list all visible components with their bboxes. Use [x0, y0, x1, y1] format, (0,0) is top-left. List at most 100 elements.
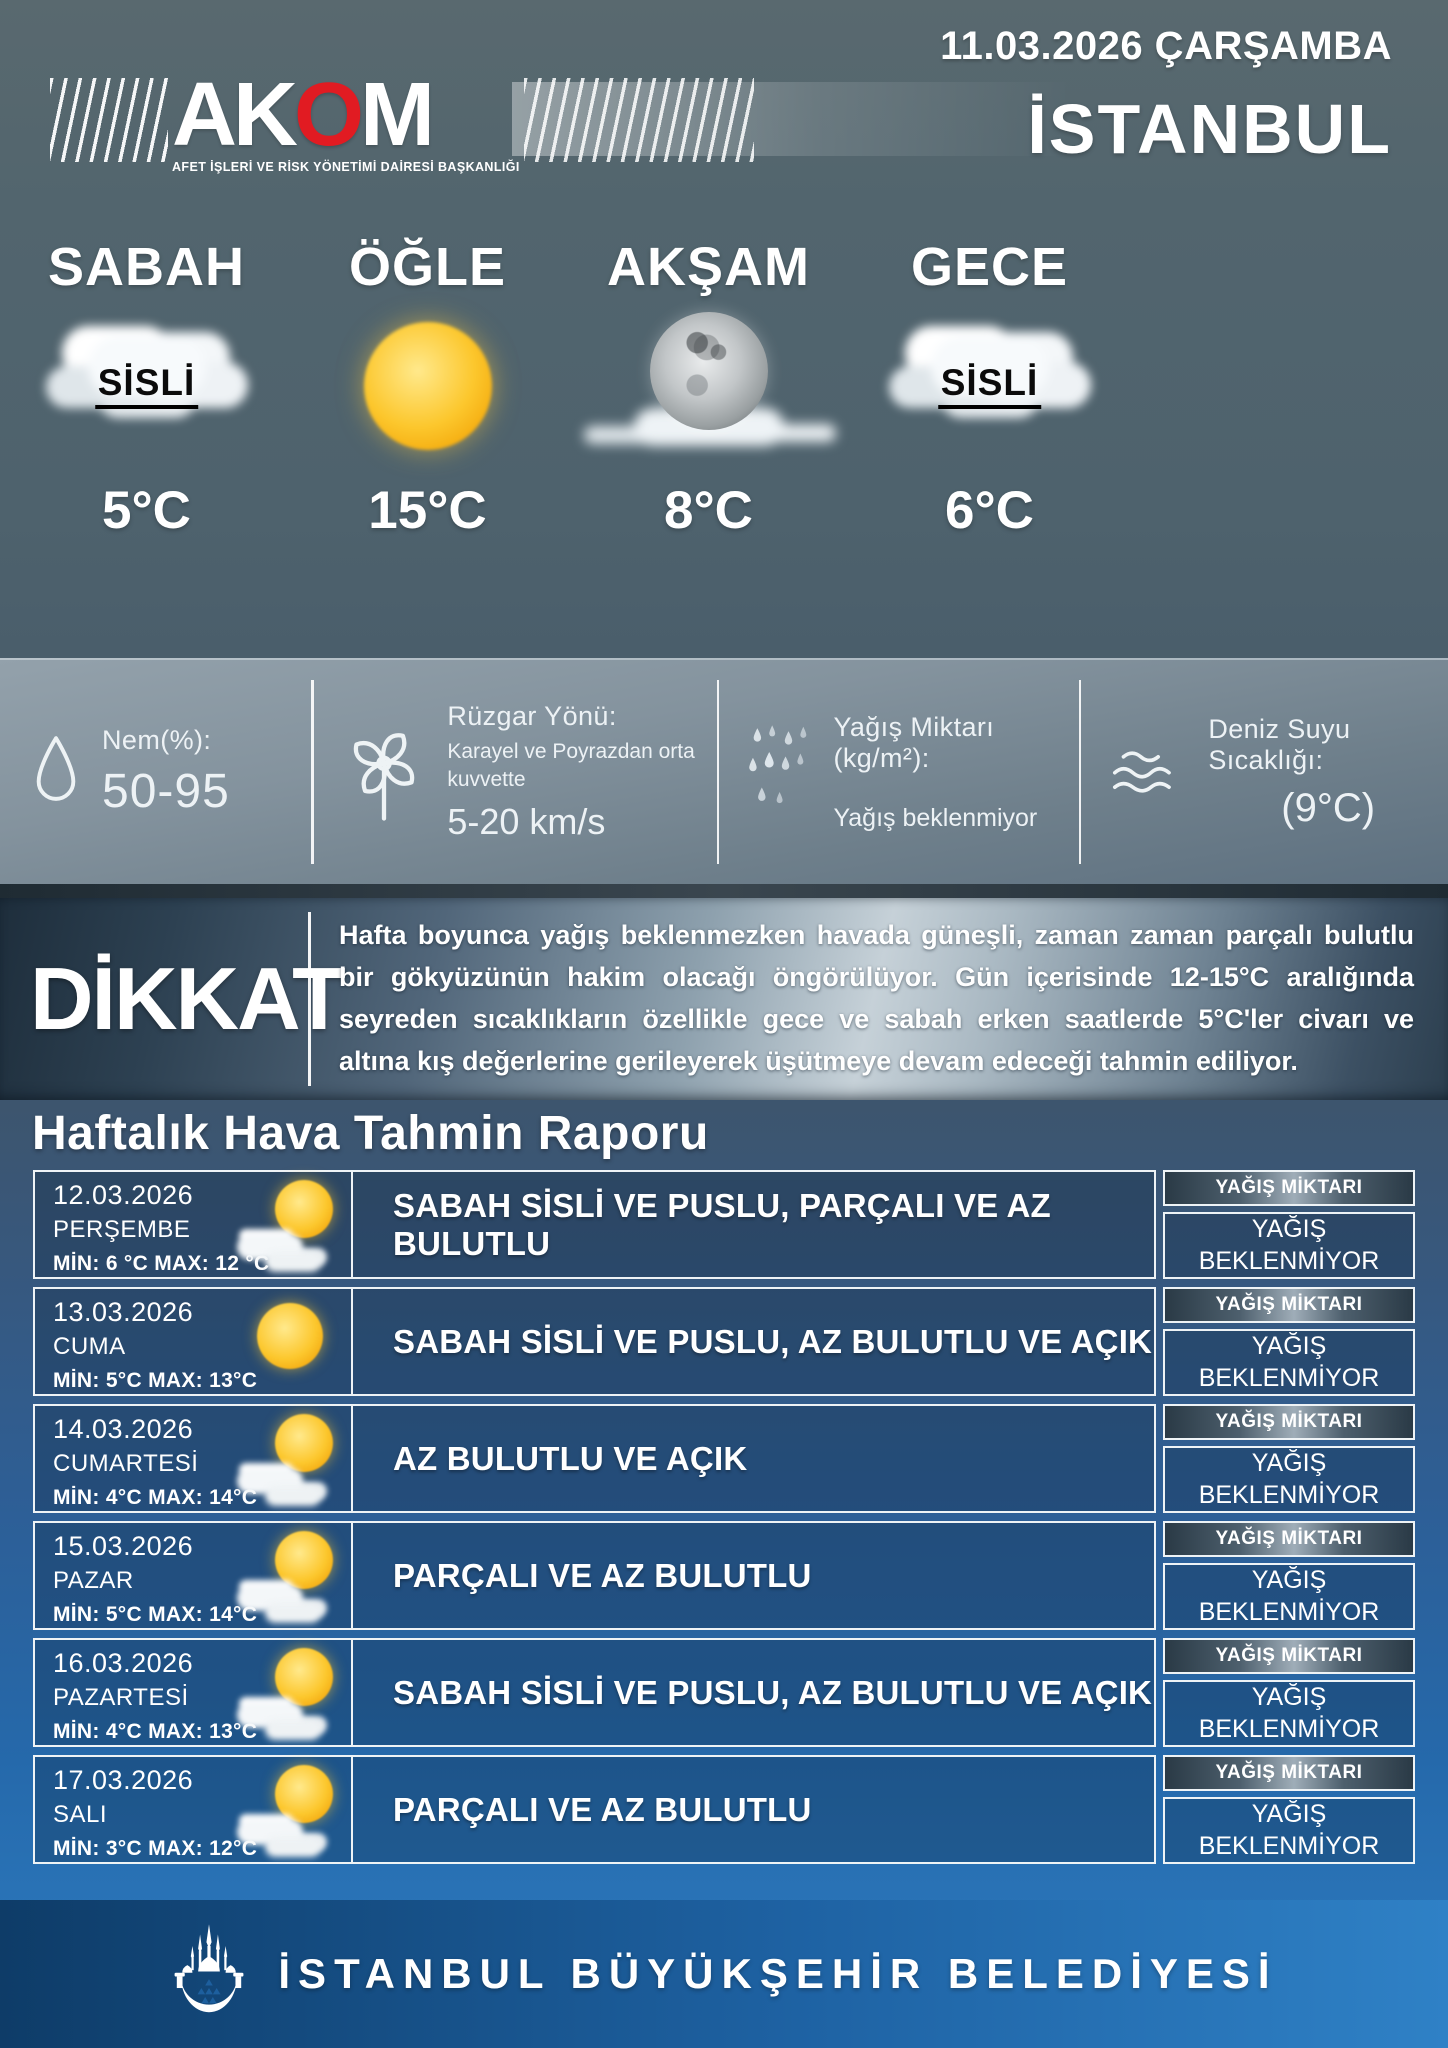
precip-header: YAĞIŞ MİKTARI [1163, 1755, 1415, 1791]
row-date: 16.03.2026 [53, 1648, 194, 1678]
date-cell: 12.03.2026 PERŞEMBE MİN: 6 °C MAX: 12 °C [35, 1172, 353, 1277]
precipitation-desc: Yağış beklenmiyor [833, 803, 1038, 832]
precip-value: YAĞIŞ BEKLENMİYOR [1163, 1212, 1415, 1279]
condition-label: SİSLİ [94, 362, 199, 409]
precip-cell: YAĞIŞ MİKTARI YAĞIŞ BEKLENMİYOR [1163, 1638, 1415, 1747]
forecast-main-cell: 12.03.2026 PERŞEMBE MİN: 6 °C MAX: 12 °C… [33, 1170, 1156, 1279]
precip-value: YAĞIŞ BEKLENMİYOR [1163, 1329, 1415, 1396]
forecast-cell: SABAH SİSLİ VE PUSLU, PARÇALI VE AZ BULU… [353, 1172, 1154, 1277]
alert-text: Hafta boyunca yağış beklenmezken havada … [339, 920, 1414, 1076]
humidity-label: Nem(%): [102, 725, 212, 755]
sun-icon [363, 322, 492, 450]
period-icon-area [568, 310, 849, 478]
period-label: GECE [910, 237, 1069, 297]
period-label: SABAH [47, 237, 245, 297]
date-cell: 16.03.2026 PAZARTESİ MİN: 4°C MAX: 13°C [35, 1640, 353, 1745]
row-minmax: MİN: 6 °C MAX: 12 °C [53, 1252, 270, 1275]
water-drop-icon [36, 736, 76, 801]
row-date: 17.03.2026 [53, 1765, 194, 1795]
forecast-cell: SABAH SİSLİ VE PUSLU, AZ BULUTLU VE AÇIK [353, 1640, 1154, 1745]
condition-label: SİSLİ [937, 362, 1042, 409]
period-temp: 5°C [102, 481, 191, 540]
wind-label: Rüzgar Yönü: [447, 701, 617, 732]
forecast-cell: PARÇALI VE AZ BULUTLU [353, 1523, 1154, 1628]
forecast-row: 14.03.2026 CUMARTESİ MİN: 4°C MAX: 14°C … [33, 1404, 1415, 1513]
precip-header: YAĞIŞ MİKTARI [1163, 1287, 1415, 1323]
wind-value: 5-20 km/s [447, 800, 606, 842]
row-date: 13.03.2026 [53, 1297, 194, 1327]
forecast-row: 15.03.2026 PAZAR MİN: 5°C MAX: 14°C PARÇ… [33, 1521, 1415, 1630]
forecast-text: AZ BULUTLU VE AÇIK [393, 1439, 748, 1477]
humidity-texts: Nem(%): 50-95 [102, 725, 230, 819]
fog-cloud-icon [930, 336, 1049, 398]
precip-cell: YAĞIŞ MİKTARI YAĞIŞ BEKLENMİYOR [1163, 1404, 1415, 1513]
precip-cell: YAĞIŞ MİKTARI YAĞIŞ BEKLENMİYOR [1163, 1521, 1415, 1630]
sea-temp-label: Deniz Suyu Sıcaklığı: [1208, 713, 1351, 775]
period-temp: 8°C [664, 481, 753, 540]
period-temp: 15°C [368, 481, 487, 540]
akom-logo-ak: AK [172, 65, 298, 165]
pinwheel-icon [354, 733, 415, 821]
weekly-report-title: Haftalık Hava Tahmin Raporu [32, 1107, 709, 1160]
precipitation-label: Yağış Miktarı (kg/m²): [833, 711, 995, 773]
precip-cell: YAĞIŞ MİKTARI YAĞIŞ BEKLENMİYOR [1163, 1170, 1415, 1279]
period-ogle: ÖĞLE 15°C [287, 208, 568, 658]
precip-value: YAĞIŞ BEKLENMİYOR [1163, 1446, 1415, 1513]
precipitation-metric: Yağış Miktarı (kg/m²): Yağış beklenmiyor [716, 660, 1079, 884]
row-day: PERŞEMBE [53, 1216, 191, 1243]
report-date: 11.03.2026 ÇARŞAMBA [940, 24, 1392, 68]
sun-cloud-icon [237, 1180, 341, 1274]
alert-title: DİKKAT [30, 949, 346, 1048]
weekly-forecast-table: 12.03.2026 PERŞEMBE MİN: 6 °C MAX: 12 °C… [0, 1160, 1448, 1864]
row-minmax: MİN: 4°C MAX: 13°C [53, 1720, 258, 1743]
row-date: 14.03.2026 [53, 1414, 194, 1444]
rain-drops-icon [748, 725, 807, 804]
row-date: 12.03.2026 [53, 1180, 194, 1210]
date-cell: 13.03.2026 CUMA MİN: 5°C MAX: 13°C [35, 1289, 353, 1394]
alert-band: DİKKAT Hafta boyunca yağış beklenmezken … [0, 898, 1448, 1100]
diagonal-stripes-right-decoration [524, 78, 754, 162]
row-day: SALI [53, 1801, 108, 1828]
wind-metric: Rüzgar Yönü: Karayel ve Poyrazdan orta k… [311, 660, 716, 884]
akom-logo-m: M [360, 65, 435, 165]
sea-temp-metric: Deniz Suyu Sıcaklığı: (9°C) [1078, 660, 1448, 884]
akom-logo: AKOM AFET İŞLERİ VE RİSK YÖNETİMİ DAİRES… [50, 70, 1072, 174]
row-minmax: MİN: 5°C MAX: 14°C [53, 1603, 258, 1626]
period-aksam: AKŞAM 8°C [568, 208, 849, 658]
organization-name: İSTANBUL BÜYÜKŞEHİR BELEDİYESİ [278, 1950, 1278, 1997]
akom-logo-o: O [294, 65, 364, 165]
diagonal-stripes-left-decoration [50, 78, 168, 162]
period-icon-area: SİSLİ [6, 310, 287, 478]
forecast-cell: AZ BULUTLU VE AÇIK [353, 1406, 1154, 1511]
sea-temp-texts: Deniz Suyu Sıcaklığı: (9°C) [1208, 714, 1448, 831]
row-day: PAZARTESİ [53, 1684, 189, 1711]
forecast-text: SABAH SİSLİ VE PUSLU, PARÇALI VE AZ BULU… [393, 1186, 1051, 1262]
period-label: AKŞAM [607, 237, 810, 297]
forecast-row: 17.03.2026 SALI MİN: 3°C MAX: 12°C PARÇA… [33, 1755, 1415, 1864]
header-right: 11.03.2026 ÇARŞAMBA İSTANBUL [940, 24, 1392, 169]
row-minmax: MİN: 4°C MAX: 14°C [53, 1486, 258, 1509]
forecast-text: SABAH SİSLİ VE PUSLU, AZ BULUTLU VE AÇIK [393, 1322, 1153, 1360]
precip-value: YAĞIŞ BEKLENMİYOR [1163, 1563, 1415, 1630]
day-periods: SABAH SİSLİ 5°C ÖĞLE 15°C AKŞAM 8°C GECE [0, 208, 1130, 658]
forecast-row: 13.03.2026 CUMA MİN: 5°C MAX: 13°C SABAH… [33, 1287, 1415, 1396]
row-day: PAZAR [53, 1567, 134, 1594]
forecast-text: PARÇALI VE AZ BULUTLU [393, 1556, 812, 1594]
sea-temp-value: (9°C) [1281, 785, 1376, 830]
footer: İSTANBUL BÜYÜKŞEHİR BELEDİYESİ [0, 1900, 1448, 2048]
forecast-row: 12.03.2026 PERŞEMBE MİN: 6 °C MAX: 12 °C… [33, 1170, 1415, 1279]
sun-cloud-icon [237, 1648, 341, 1742]
forecast-cell: SABAH SİSLİ VE PUSLU, AZ BULUTLU VE AÇIK [353, 1289, 1154, 1394]
sun-cloud-icon [237, 1765, 341, 1859]
metrics-band: Nem(%): 50-95 Rüzgar Yönü: Karayel ve Po… [0, 658, 1448, 884]
sun-cloud-icon [237, 1414, 341, 1508]
forecast-main-cell: 14.03.2026 CUMARTESİ MİN: 4°C MAX: 14°C … [33, 1404, 1156, 1513]
period-temp: 6°C [945, 481, 1034, 540]
row-day: CUMARTESİ [53, 1450, 199, 1477]
separator-band [0, 884, 1448, 898]
humidity-metric: Nem(%): 50-95 [0, 660, 311, 884]
precip-header: YAĞIŞ MİKTARI [1163, 1170, 1415, 1206]
wind-desc: Karayel ve Poyrazdan orta kuvvette [447, 740, 695, 791]
row-date: 15.03.2026 [53, 1531, 194, 1561]
